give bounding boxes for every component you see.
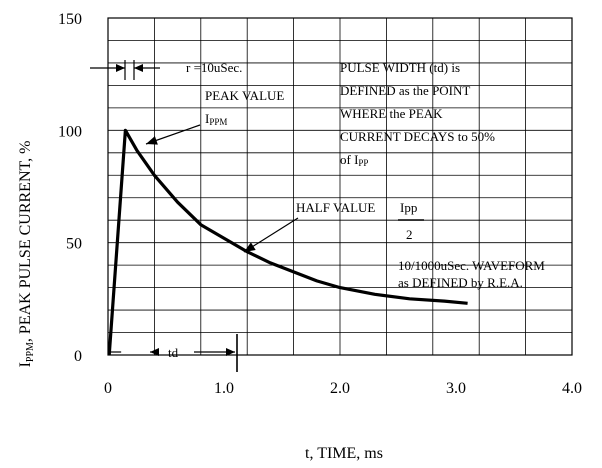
y-tick-label: 100: [58, 123, 82, 140]
x-tick-label: 4.0: [562, 380, 582, 397]
rise-time-arrow-left-head: [116, 64, 125, 72]
x-tick-label: 3.0: [446, 380, 466, 397]
y-axis-label-sub: PPM: [25, 342, 36, 362]
rise-time-arrow-right-head: [134, 64, 143, 72]
peak-value-label: PEAK VALUE: [205, 88, 284, 103]
y-tick-label: 150: [58, 11, 82, 28]
half-value-arrow-head: [244, 242, 256, 252]
x-axis-label: t, TIME, ms: [305, 445, 383, 462]
td-label: td: [168, 345, 179, 360]
pulse-width-of-sub: PP: [358, 158, 368, 168]
annotations: r =10uSec. PEAK VALUE IPPM PULSE WIDTH (td)…: [90, 60, 545, 372]
peak-symbol-sub: PPM: [209, 117, 227, 127]
pulse-width-text: CURRENT DECAYS to 50%: [340, 129, 495, 144]
peak-symbol-main: I: [205, 111, 209, 126]
pulse-width-text: PULSE WIDTH (td) is: [340, 60, 460, 75]
pulse-width-text: DEFINED as the POINT: [340, 83, 470, 98]
y-axis-label-main: I: [17, 362, 34, 367]
y-tick-label: 50: [66, 236, 82, 253]
y-tick-label: 0: [74, 348, 82, 365]
plot-frame: [107, 17, 573, 356]
y-axis-label-rest: , PEAK PULSE CURRENT, %: [17, 141, 34, 343]
tick-labels: 0 1.0 2.0 3.0 4.0 0 50 100 150: [58, 11, 582, 397]
peak-value-arrow-head: [146, 136, 158, 145]
pulse-width-of-main: of I: [340, 152, 358, 167]
td-arrow-right-head: [226, 348, 235, 356]
x-tick-label: 1.0: [214, 380, 234, 397]
td-arrow-left-head: [150, 348, 159, 356]
half-value-label: HALF VALUE: [296, 200, 375, 215]
svg-text:IPPM, PEAK PULSE CURRENT, %: IPPM, PEAK PULSE CURRENT, %: [17, 141, 36, 368]
pulse-width-text: WHERE the PEAK: [340, 106, 443, 121]
waveform-definition-line1: 10/1000uSec. WAVEFORM: [398, 258, 545, 273]
rise-time-label: r =10uSec.: [186, 60, 242, 75]
half-fraction-numerator: Ipp: [400, 200, 417, 215]
peak-symbol-label: IPPM: [205, 111, 227, 127]
x-tick-label: 2.0: [330, 380, 350, 397]
x-tick-label: 0: [104, 380, 112, 397]
pulse-width-of: of IPP: [340, 152, 368, 168]
half-fraction-denominator: 2: [406, 227, 413, 242]
waveform-definition-line2: as DEFINED by R.E.A.: [398, 275, 523, 290]
grid-lines: [108, 18, 572, 355]
y-axis-label: IPPM, PEAK PULSE CURRENT, %: [17, 141, 36, 368]
waveform-curve: [107, 128, 468, 356]
